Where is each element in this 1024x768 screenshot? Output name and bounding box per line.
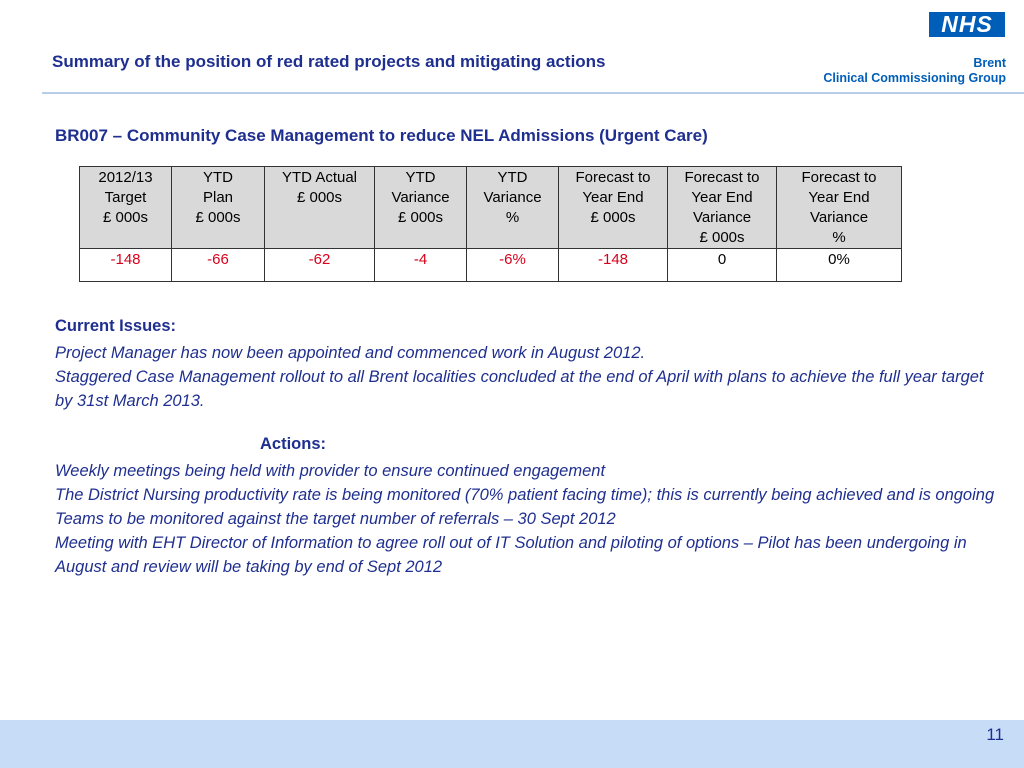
page-number: 11 (986, 725, 1004, 744)
financial-summary-table: 2012/13 Target £ 000s YTD Plan £ 000s YT… (79, 166, 902, 282)
value-ytd-actual: -62 (264, 248, 375, 282)
issue-item: Staggered Case Management rollout to all… (55, 368, 984, 410)
header-ytd-plan: YTD Plan £ 000s (171, 166, 265, 249)
nhs-logo: NHS (929, 12, 1005, 37)
actions-list: Weekly meetings being held with provider… (55, 459, 995, 579)
header-ytd-variance: YTD Variance £ 000s (374, 166, 467, 249)
action-item: The District Nursing productivity rate i… (55, 486, 995, 504)
project-heading: BR007 – Community Case Management to red… (55, 126, 708, 145)
value-ytd-variance-pct: -6% (466, 248, 559, 282)
action-item: Weekly meetings being held with provider… (55, 462, 606, 480)
value-ytd-plan: -66 (171, 248, 265, 282)
value-forecast-variance: 0 (667, 248, 777, 282)
header-ytd-variance-pct: YTD Variance % (466, 166, 559, 249)
header-forecast-variance-pct: Forecast to Year End Variance % (776, 166, 902, 249)
issue-item: Project Manager has now been appointed a… (55, 344, 646, 362)
table-header-row: 2012/13 Target £ 000s YTD Plan £ 000s YT… (79, 166, 902, 249)
table-row: -148 -66 -62 -4 -6% -148 0 0% (79, 248, 902, 282)
current-issues-list: Project Manager has now been appointed a… (55, 341, 995, 413)
value-target: -148 (79, 248, 172, 282)
action-item: Teams to be monitored against the target… (55, 510, 616, 528)
value-forecast: -148 (558, 248, 668, 282)
title-divider (42, 92, 1024, 94)
actions-heading: Actions: (260, 435, 326, 453)
header-target: 2012/13 Target £ 000s (79, 166, 172, 249)
header-ytd-actual: YTD Actual £ 000s (264, 166, 375, 249)
header-forecast: Forecast to Year End £ 000s (558, 166, 668, 249)
action-item: Meeting with EHT Director of Information… (55, 534, 967, 576)
org-name-line1: Brent (973, 56, 1006, 70)
slide-title: Summary of the position of red rated pro… (52, 52, 606, 71)
header-forecast-variance: Forecast to Year End Variance £ 000s (667, 166, 777, 249)
footer-bar (0, 720, 1024, 768)
value-ytd-variance: -4 (374, 248, 467, 282)
org-name: Brent Clinical Commissioning Group (823, 56, 1006, 86)
current-issues-heading: Current Issues: (55, 317, 177, 335)
value-forecast-variance-pct: 0% (776, 248, 902, 282)
org-name-line2: Clinical Commissioning Group (823, 71, 1006, 85)
